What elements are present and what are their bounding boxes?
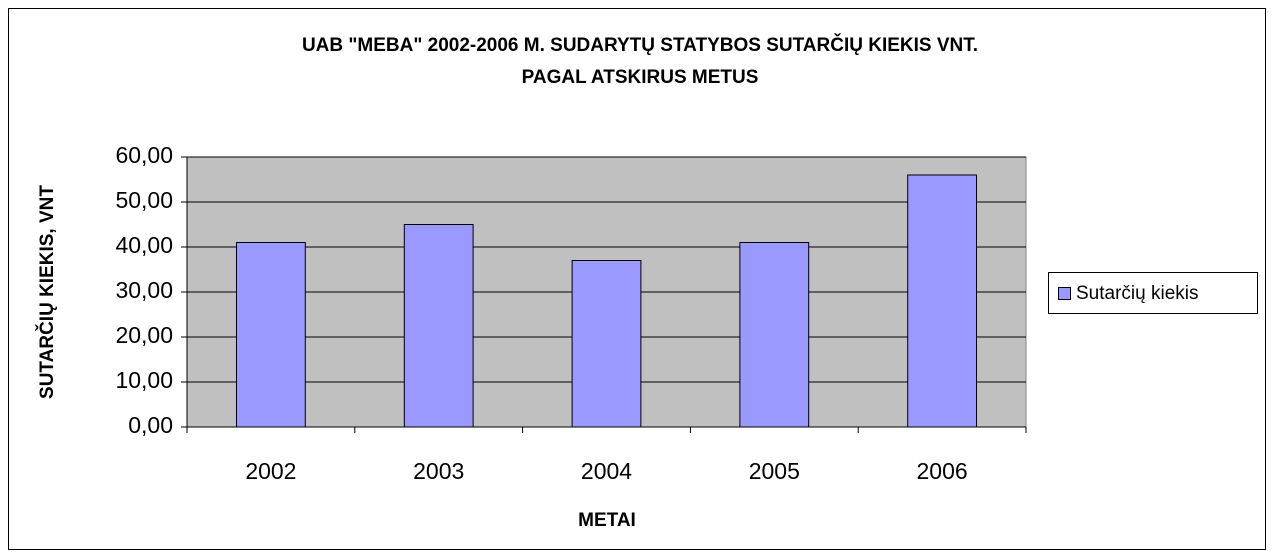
legend [1048,272,1258,314]
y-tick-label: 20,00 [115,322,173,348]
y-tick-label: 50,00 [115,187,173,213]
y-tick-label: 60,00 [115,142,173,168]
x-axis-label: METAI [578,510,636,531]
bar [739,242,810,428]
chart-title: PAGAL ATSKIRUS METUS [522,67,759,88]
x-tick-label: 2005 [749,458,800,484]
bar [236,242,306,428]
x-tick-label: 2006 [917,458,968,484]
legend-swatch [1058,287,1071,300]
x-tick-label: 2003 [413,458,464,484]
bar [907,174,977,428]
y-tick-label: 10,00 [115,367,173,393]
bar [403,224,474,428]
bar [571,260,642,428]
chart-title: UAB "MEBA" 2002-2006 M. SUDARYTŲ STATYBO… [302,34,978,56]
y-tick-label: 30,00 [115,277,173,303]
y-axis-label: SUTARČIŲ KIEKIS, VNT [36,185,58,399]
x-tick-label: 2004 [581,458,632,484]
legend-label: Sutarčių kiekis [1076,283,1199,304]
y-tick-label: 0,00 [128,412,173,438]
y-tick-label: 40,00 [115,232,173,258]
x-tick-label: 2002 [245,458,296,484]
